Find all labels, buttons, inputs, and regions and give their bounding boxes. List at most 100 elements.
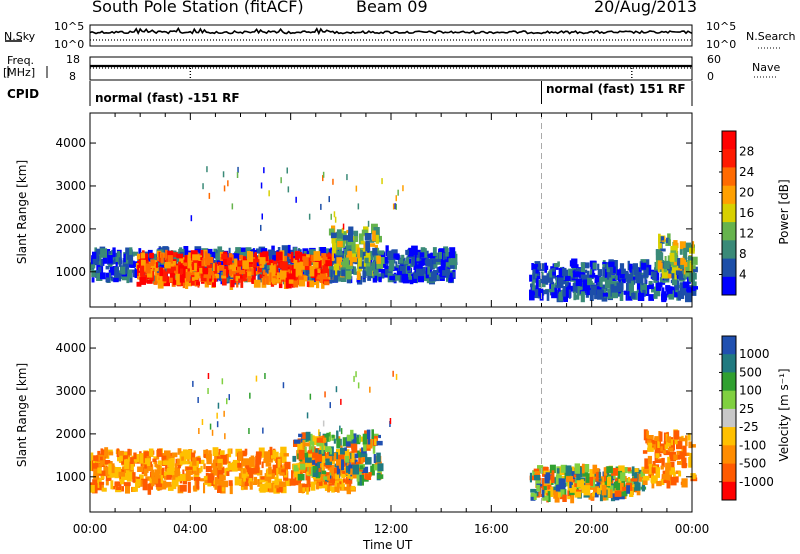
velocity-echo-cell: [371, 429, 374, 440]
velocity-echo-cell: [97, 450, 101, 459]
velocity-echo-cell: [620, 490, 628, 497]
velocity-echo-cell: [270, 449, 277, 459]
chart-title: South Pole Station (fitACF): [92, 0, 304, 16]
velocity-echo-cell: [372, 443, 376, 454]
velocity-echo-cell: [186, 466, 193, 470]
velocity-echo-cell: [550, 475, 555, 483]
time-xtick-label: 20:00: [574, 522, 609, 536]
velocity-echo-cell: [101, 473, 105, 479]
power-echo-cell: [322, 258, 328, 263]
velocity-echo-cell: [274, 476, 277, 485]
power-echo-cell: [661, 261, 665, 269]
velocity-echo-cell: [306, 467, 309, 474]
power-echo-cell: [173, 265, 180, 274]
power-echo-cell: [255, 248, 263, 254]
power-echo-cell: [261, 213, 263, 220]
velocity-echo-cell: [97, 483, 102, 491]
power-echo-cell: [423, 274, 428, 282]
power-echo-cell: [91, 277, 95, 283]
power-colorbar-tick-label: 24: [739, 165, 754, 179]
power-echo-cell: [287, 244, 291, 256]
power-echo-cell: [371, 263, 378, 270]
velocity-echo-cell: [148, 448, 154, 457]
velocity-echo-cell: [277, 458, 281, 468]
power-echo-cell: [586, 285, 591, 296]
velocity-echo-cell: [631, 483, 637, 488]
power-echo-cell: [667, 238, 670, 246]
power-echo-cell: [592, 262, 597, 270]
velocity-echo-cell: [565, 465, 572, 476]
power-echo-cell: [229, 269, 232, 276]
power-ytick-label: 2000: [55, 222, 86, 236]
velocity-echo-cell: [369, 386, 371, 393]
velocity-echo-cell: [217, 463, 222, 470]
velocity-echo-cell: [193, 476, 201, 481]
velocity-echo-cell: [630, 478, 638, 482]
power-echo-cell: [690, 287, 696, 294]
power-echo-cell: [674, 252, 678, 262]
velocity-echo-cell: [340, 447, 345, 455]
power-echo-cell: [201, 258, 205, 267]
velocity-echo-cell: [543, 486, 547, 490]
power-echo-cell: [131, 251, 135, 257]
power-echo-cell: [217, 274, 222, 280]
power-echo-cell: [395, 261, 398, 268]
velocity-echo-cell: [356, 450, 362, 458]
power-echo-cell: [143, 255, 147, 259]
velocity-echo-cell: [131, 459, 137, 464]
power-echo-cell: [163, 279, 170, 287]
velocity-echo-cell: [582, 472, 589, 477]
power-echo-cell: [621, 278, 626, 284]
velocity-echo-cell: [537, 465, 544, 474]
velocity-echo-cell: [344, 447, 347, 451]
power-echo-cell: [564, 287, 572, 298]
power-echo-cell: [149, 264, 156, 268]
velocity-echo-cell: [595, 472, 599, 482]
velocity-echo-cell: [367, 438, 371, 445]
power-echo-cell: [251, 278, 256, 284]
velocity-echo-cell: [670, 439, 673, 446]
velocity-echo-cell: [323, 445, 326, 452]
power-echo-cell: [354, 244, 360, 255]
power-echo-cell: [597, 263, 600, 271]
velocity-echo-cell: [108, 463, 112, 475]
velocity-echo-cell: [255, 464, 260, 474]
power-echo-cell: [214, 262, 218, 273]
velocity-echo-cell: [642, 475, 650, 481]
velocity-echo-cell: [264, 373, 266, 379]
power-echo-cell: [217, 246, 223, 256]
velocity-echo-cell: [289, 478, 296, 486]
velocity-echo-cell: [267, 476, 271, 483]
velocity-echo-cell: [348, 464, 353, 472]
date-label: 20/Aug/2013: [594, 0, 698, 16]
velocity-echo-cell: [673, 430, 680, 440]
power-echo-cell: [372, 271, 378, 283]
power-echo-cell: [213, 248, 218, 255]
power-echo-cell: [127, 269, 133, 278]
velocity-echo-cell: [118, 471, 125, 477]
velocity-echo-cell: [395, 373, 398, 380]
power-echo-cell: [223, 185, 226, 192]
power-colorbar-swatch: [722, 222, 736, 241]
power-echo-cell: [266, 275, 269, 285]
power-echo-cell: [335, 248, 339, 257]
power-echo-cell: [319, 247, 327, 257]
power-echo-cell: [206, 257, 214, 264]
velocity-colorbar-tick-label: -25: [739, 420, 759, 434]
power-echo-cell: [418, 276, 424, 283]
velocity-echo-cell: [108, 463, 115, 474]
power-echo-cell: [182, 262, 187, 267]
power-echo-cell: [92, 253, 99, 265]
power-echo-cell: [631, 292, 636, 299]
power-echo-cell: [357, 203, 360, 210]
power-echo-cell: [351, 266, 354, 274]
power-echo-cell: [222, 269, 227, 276]
power-echo-cell: [272, 255, 278, 265]
power-echo-cell: [420, 252, 426, 258]
velocity-echo-cell: [291, 470, 294, 481]
velocity-echo-cell: [196, 457, 201, 464]
velocity-echo-cell: [306, 484, 309, 495]
power-echo-cell: [200, 257, 203, 261]
cpid-label: CPID: [7, 87, 40, 101]
velocity-echo-cell: [347, 474, 351, 479]
